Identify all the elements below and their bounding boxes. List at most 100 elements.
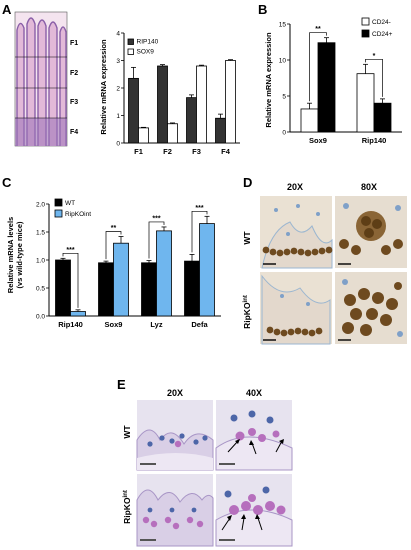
bar xyxy=(128,77,139,144)
y-tick-label: 3 xyxy=(116,58,120,65)
panel-a-letter: A xyxy=(2,2,12,17)
y-tick-label: 0 xyxy=(282,129,286,136)
ihc-image-wt-20x xyxy=(260,196,333,269)
chart-a: 0 1 2 3 4 F1 F2 F3 F4 RIP140 SOX9 xyxy=(116,30,240,156)
significance-label: *** xyxy=(152,215,160,222)
bar xyxy=(184,260,200,317)
significance-label: *** xyxy=(66,247,74,254)
segment-label-f1: F1 xyxy=(70,40,78,47)
y-tick-label: 4 xyxy=(116,30,120,37)
bar xyxy=(300,108,319,133)
category-label: Sox9 xyxy=(105,320,123,329)
chart-b-ylabel: Relative mRNA expression xyxy=(264,32,273,128)
bar xyxy=(186,97,197,144)
segment-label-f2: F2 xyxy=(70,70,78,77)
panel-d-col-20x: 20X xyxy=(287,182,303,192)
panel-e-letter: E xyxy=(117,377,126,392)
legend-swatch xyxy=(54,209,63,218)
he-villus-image xyxy=(14,11,68,147)
category-label: Lyz xyxy=(150,320,162,329)
panel-e-col-40x: 40X xyxy=(246,388,262,398)
significance-bracket xyxy=(62,252,79,308)
y-tick-label: 15 xyxy=(279,21,287,28)
chart-c-ylabel-line1: Relative mRNA levels xyxy=(6,217,15,293)
legend-label: SOX9 xyxy=(137,49,155,56)
significance-label: ** xyxy=(111,225,117,232)
ihc-image-ko-20x xyxy=(260,272,332,345)
significance-label: * xyxy=(373,53,376,60)
panel-a: A F1 F2 F3 F4 Relative mRNA expression 0… xyxy=(2,2,240,156)
bar xyxy=(356,73,375,133)
bar xyxy=(157,65,168,144)
significance-bracket xyxy=(191,210,208,253)
category-label: F2 xyxy=(163,147,172,156)
legend-label: CD24- xyxy=(372,19,391,26)
pas-image-wt-40x xyxy=(215,400,293,471)
category-label: F3 xyxy=(192,147,201,156)
significance-bracket xyxy=(148,221,165,259)
y-tick-label: 1.0 xyxy=(36,257,45,264)
category-label: F1 xyxy=(134,147,143,156)
bar xyxy=(373,102,392,133)
y-tick-label: 0 xyxy=(116,140,120,147)
category-label: Defa xyxy=(191,320,208,329)
ihc-image-ko-80x xyxy=(335,272,407,344)
panel-d-row-wt: WT xyxy=(242,231,252,245)
panel-d-letter: D xyxy=(243,175,252,190)
legend-swatch xyxy=(127,48,134,55)
bar xyxy=(156,230,172,317)
chart-c-ylabel-line2: (vs wild-type mice) xyxy=(15,221,24,289)
bar xyxy=(113,242,129,317)
y-tick-label: 10 xyxy=(279,57,287,64)
panel-e-row-wt: WT xyxy=(122,425,132,439)
bar xyxy=(196,65,207,144)
y-tick-label: 2 xyxy=(116,85,120,92)
panel-c-letter: C xyxy=(2,175,12,190)
panel-b-letter: B xyxy=(258,2,267,17)
chart-a-ylabel: Relative mRNA expression xyxy=(99,39,108,135)
legend-swatch xyxy=(361,29,370,38)
bar xyxy=(98,262,114,317)
significance-label: ** xyxy=(315,26,321,33)
pas-image-ko-40x xyxy=(215,474,293,547)
panel-e: E 20X 40X WT RipKOint xyxy=(117,377,293,547)
ihc-image-wt-80x xyxy=(335,196,407,268)
y-tick-label: 5 xyxy=(282,93,286,100)
bar xyxy=(215,117,226,144)
panel-d-row-ripko: RipKOint xyxy=(242,295,252,329)
category-label: Rip140 xyxy=(58,320,83,329)
segment-label-f3: F3 xyxy=(70,99,78,106)
legend-swatch xyxy=(54,198,63,207)
bar xyxy=(225,60,236,144)
y-tick-label: 2.0 xyxy=(36,201,45,208)
bar xyxy=(141,262,157,317)
panel-e-col-20x: 20X xyxy=(167,388,183,398)
bar xyxy=(317,42,336,133)
legend-swatch xyxy=(361,17,370,26)
bar xyxy=(199,223,215,317)
category-label: Sox9 xyxy=(309,136,327,145)
segment-label-f4: F4 xyxy=(70,129,78,136)
significance-bracket xyxy=(365,58,383,97)
bar xyxy=(167,123,178,144)
bar xyxy=(55,259,71,317)
legend-swatch xyxy=(127,38,134,45)
y-tick-label: 0.5 xyxy=(36,285,45,292)
category-label: Rip140 xyxy=(362,136,387,145)
significance-bracket xyxy=(309,32,327,102)
y-tick-label: 0.0 xyxy=(36,313,45,320)
significance-bracket xyxy=(105,231,122,260)
legend-label: RIP140 xyxy=(137,39,159,46)
y-tick-label: 1 xyxy=(116,113,120,120)
panel-c: C Relative mRNA levels (vs wild-type mic… xyxy=(2,175,221,329)
pas-image-wt-20x xyxy=(136,400,214,471)
bar xyxy=(70,311,86,317)
pas-image-ko-20x xyxy=(136,474,214,547)
category-label: F4 xyxy=(221,147,231,156)
panel-e-row-ripko: RipKOint xyxy=(122,490,132,524)
significance-label: *** xyxy=(195,205,203,212)
y-tick-label: 1.5 xyxy=(36,229,45,236)
